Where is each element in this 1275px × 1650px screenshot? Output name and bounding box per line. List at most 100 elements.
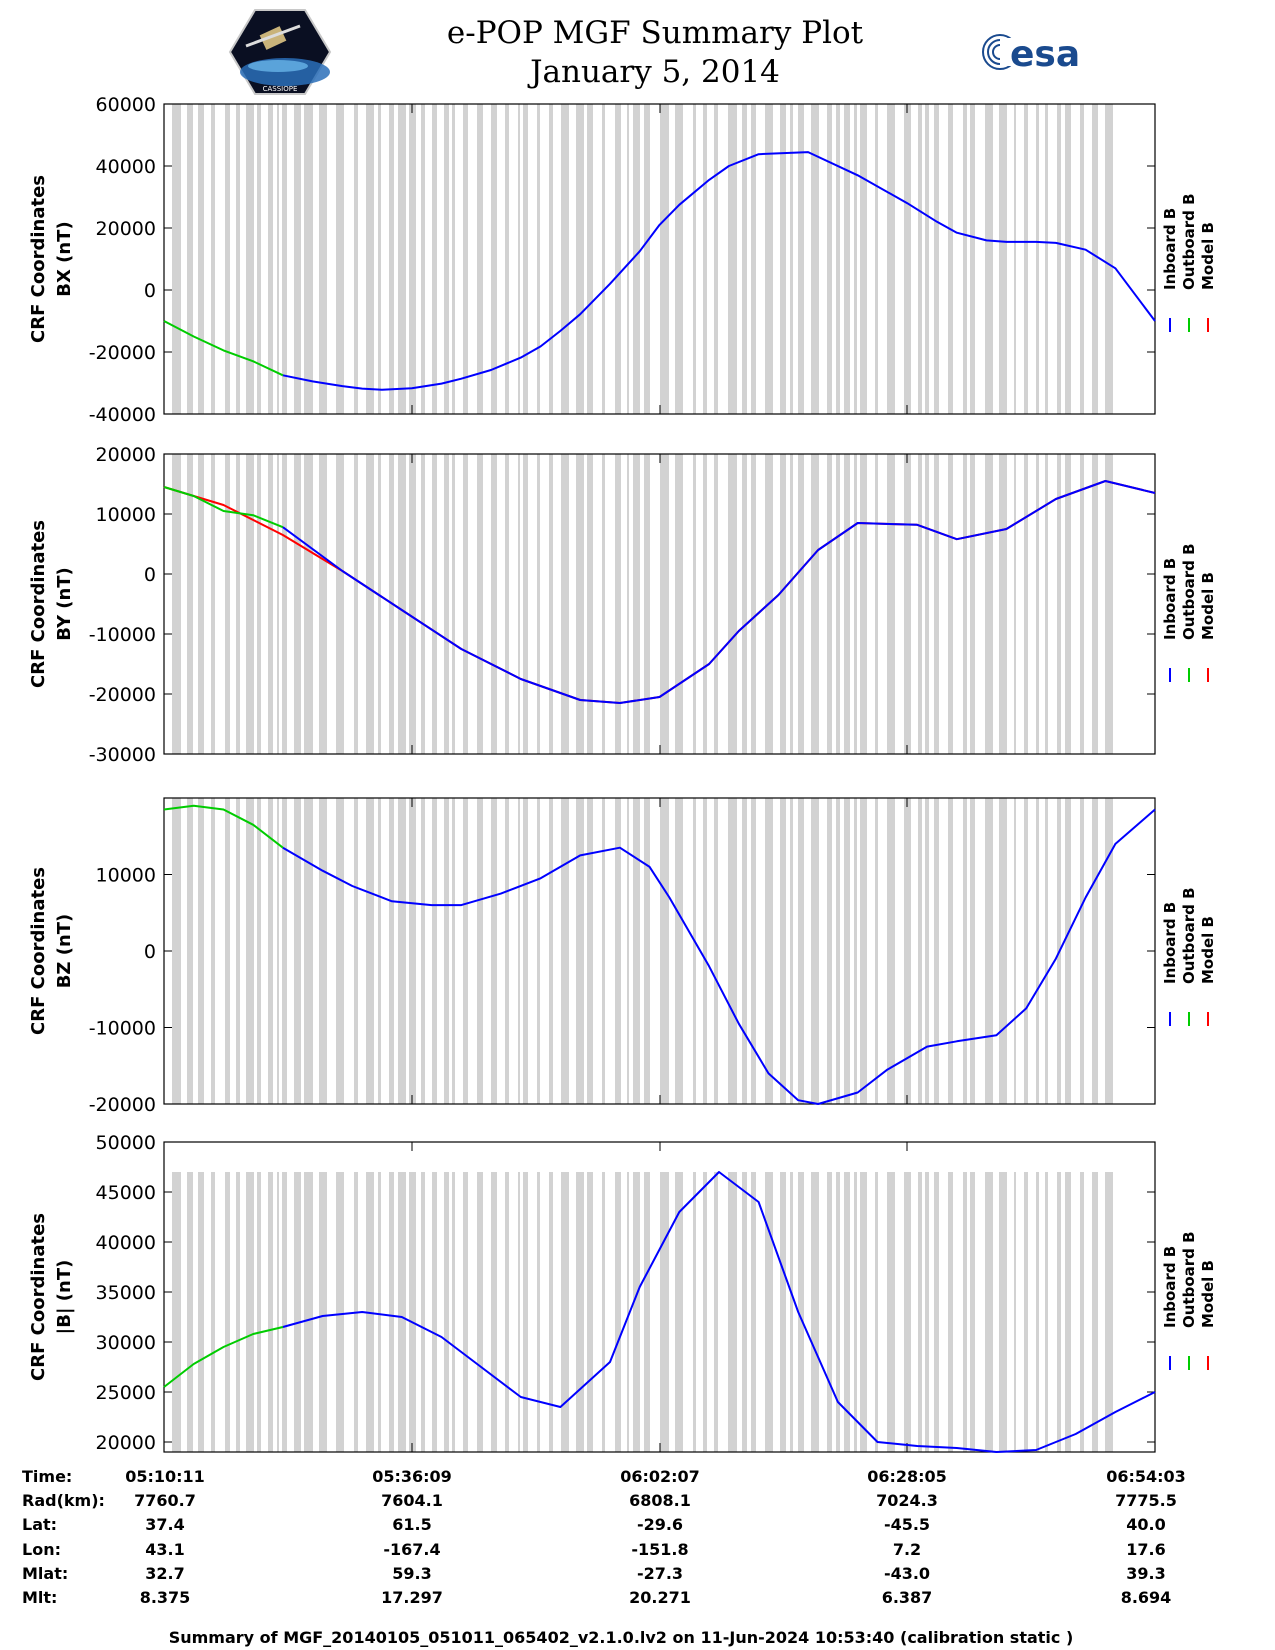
y-axis-label: BZ (nT) — [54, 914, 75, 989]
series-line-outboard-b — [163, 1326, 284, 1388]
y-axis-label: CRF Coordinates — [28, 867, 49, 1035]
info-cell: -167.4 — [383, 1540, 440, 1559]
y-tick-label: 20000 — [96, 444, 156, 466]
data-gap-shading — [172, 798, 1113, 1104]
info-cell: 6808.1 — [629, 1491, 691, 1510]
cassiope-logo: CASSIOPE — [228, 9, 332, 95]
legend-entry: Outboard B — [1180, 1231, 1198, 1328]
info-cell: -151.8 — [631, 1540, 688, 1559]
info-cell: 7760.7 — [134, 1491, 196, 1510]
title-line-1: e-POP MGF Summary Plot — [447, 15, 864, 51]
legend: Inboard B Outboard B Model B — [1161, 1231, 1217, 1370]
y-tick-label: 0 — [144, 564, 156, 586]
cassiope-logo-text: CASSIOPE — [263, 85, 298, 93]
data-gap-shading — [172, 454, 1113, 754]
chart-panel-4: 20000 25000 30000 35000 40000 45000 50000 CRF C… — [28, 1132, 1217, 1454]
y-tick-label: 0 — [144, 941, 156, 963]
info-cell: 6.387 — [882, 1588, 933, 1607]
info-row-label-mlt: Mlt: — [22, 1588, 57, 1607]
info-cell: 7775.5 — [1115, 1491, 1177, 1510]
info-cell: 17.6 — [1126, 1540, 1165, 1559]
legend: Inboard B Outboard B Model B — [1161, 543, 1217, 682]
info-row-label-lat: Lat: — [22, 1515, 57, 1534]
y-tick-label: 45000 — [96, 1182, 156, 1204]
info-cell: 7604.1 — [381, 1491, 443, 1510]
y-axis-label: CRF Coordinates — [28, 175, 49, 343]
y-tick-label: -30000 — [89, 744, 156, 766]
series-line-inboard-b — [282, 808, 1156, 1105]
legend-entry: Inboard B — [1161, 1246, 1179, 1328]
legend-entry: Outboard B — [1180, 543, 1198, 640]
info-cell: -27.3 — [637, 1564, 683, 1583]
legend-entry: Inboard B — [1161, 558, 1179, 640]
chart-panel-1: -40000 -20000 0 20000 40000 60000 CRF Coordina… — [28, 94, 1217, 426]
info-row-label-lon: Lon: — [22, 1540, 61, 1559]
y-tick-label: 10000 — [96, 504, 156, 526]
y-tick-label: 20000 — [96, 218, 156, 240]
info-cell: -29.6 — [637, 1515, 683, 1534]
title-line-2: January 5, 2014 — [527, 54, 780, 90]
info-cell: 43.1 — [145, 1540, 184, 1559]
y-tick-label: -20000 — [89, 342, 156, 364]
info-cell: -43.0 — [884, 1564, 930, 1583]
y-axis-label: BX (nT) — [54, 221, 75, 296]
series-line-inboard-b — [282, 151, 1156, 391]
series-line-outboard-b — [163, 804, 284, 849]
info-cell: 8.375 — [140, 1588, 191, 1607]
data-gap-shading — [172, 1172, 1113, 1452]
info-cell: 05:10:11 — [125, 1467, 205, 1486]
legend-entry: Inboard B — [1161, 902, 1179, 984]
legend-entry: Inboard B — [1161, 208, 1179, 290]
info-cell: 06:54:03 — [1106, 1467, 1186, 1486]
y-axis-label: BY (nT) — [54, 567, 75, 641]
esa-logo-text: esa — [1010, 34, 1080, 75]
y-axis-label: CRF Coordinates — [28, 1213, 49, 1381]
y-tick-label: 50000 — [96, 1132, 156, 1154]
y-tick-label: 40000 — [96, 1232, 156, 1254]
chart-panel-3: -20000 -10000 0 10000 CRF Coordinates BZ (nT)… — [28, 797, 1217, 1116]
y-tick-label: 60000 — [96, 94, 156, 116]
info-cell: 17.297 — [381, 1588, 443, 1607]
info-cell: 61.5 — [392, 1515, 431, 1534]
legend-entry: Model B — [1199, 572, 1217, 640]
info-cell: 06:28:05 — [867, 1467, 947, 1486]
info-cell: 7.2 — [893, 1540, 921, 1559]
info-cell: 05:36:09 — [372, 1467, 452, 1486]
info-cell: 39.3 — [1126, 1564, 1165, 1583]
footer-text: Summary of MGF_20140105_051011_065402_v2… — [169, 1628, 1074, 1647]
legend-entry: Outboard B — [1180, 193, 1198, 290]
info-cell: 8.694 — [1121, 1588, 1172, 1607]
info-row-label-rad: Rad(km): — [22, 1491, 105, 1510]
legend: Inboard B Outboard B Model B — [1161, 887, 1217, 1026]
info-row-label-time: Time: — [22, 1467, 72, 1486]
y-tick-label: 30000 — [96, 1332, 156, 1354]
series-line-outboard-b — [163, 320, 284, 377]
info-cell: 32.7 — [145, 1564, 184, 1583]
legend-entry: Outboard B — [1180, 887, 1198, 984]
y-tick-label: 25000 — [96, 1382, 156, 1404]
y-tick-label: -20000 — [89, 1094, 156, 1116]
y-tick-label: 35000 — [96, 1282, 156, 1304]
data-gap-shading — [172, 104, 1113, 414]
legend-entry: Model B — [1199, 916, 1217, 984]
legend: Inboard B Outboard B Model B — [1161, 193, 1217, 332]
series-line-inboard-b — [282, 480, 1156, 704]
y-tick-label: -10000 — [89, 624, 156, 646]
series-line-inboard-b — [282, 1171, 1156, 1453]
info-row-label-mlat: Mlat: — [22, 1564, 68, 1583]
series-line-outboard-b — [163, 486, 284, 529]
y-tick-label: -20000 — [89, 684, 156, 706]
legend-entry: Model B — [1199, 1260, 1217, 1328]
y-tick-label: 0 — [144, 280, 156, 302]
y-tick-label: 40000 — [96, 156, 156, 178]
info-cell: 7024.3 — [876, 1491, 938, 1510]
info-cell: 37.4 — [145, 1515, 184, 1534]
y-tick-label: 10000 — [96, 865, 156, 887]
info-cell: 40.0 — [1126, 1515, 1165, 1534]
chart-panel-2: -30000 -20000 -10000 0 10000 20000 CRF Coordin… — [28, 444, 1217, 766]
info-cell: 59.3 — [392, 1564, 431, 1583]
y-tick-label: -40000 — [89, 404, 156, 426]
y-axis-label: CRF Coordinates — [28, 520, 49, 688]
info-cell: 06:02:07 — [620, 1467, 700, 1486]
